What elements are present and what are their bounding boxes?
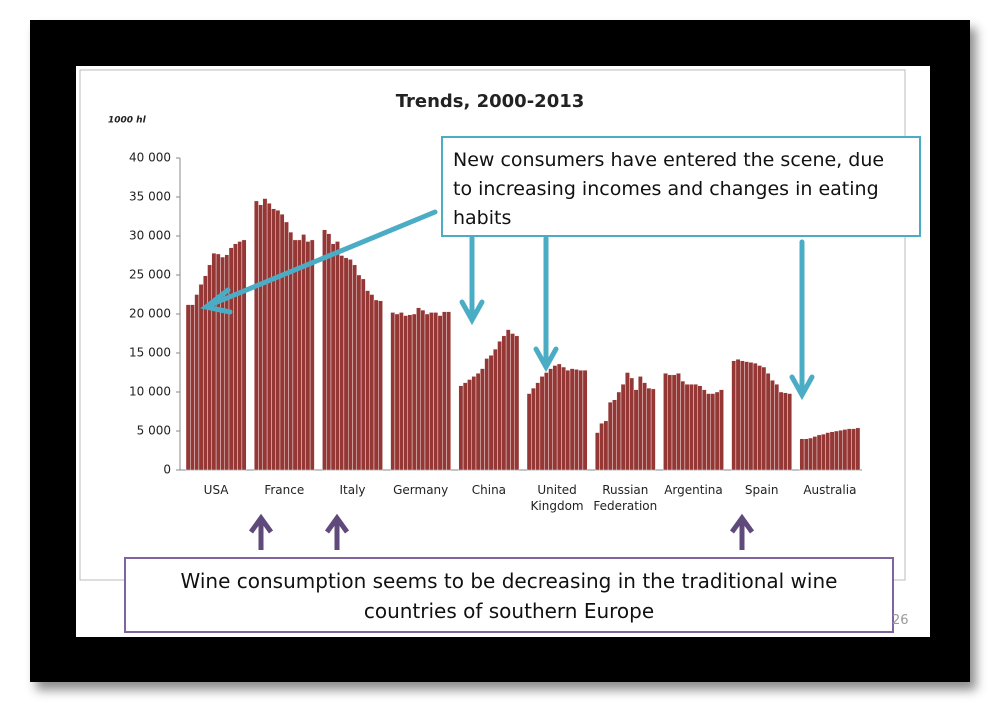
bar	[446, 311, 452, 471]
y-tick-label: 20 000	[129, 307, 171, 321]
y-tick-label: 25 000	[129, 268, 171, 282]
x-tick-label: China	[471, 483, 507, 497]
x-tick-label: United Kingdom	[530, 483, 584, 513]
arrow-head	[729, 513, 755, 534]
arrow-head	[459, 299, 485, 326]
y-tick-label: 30 000	[129, 229, 171, 243]
purple-arrows	[248, 513, 755, 550]
page-number: 26	[892, 613, 909, 628]
y-tick-label: 0	[163, 463, 171, 477]
x-tick-label: Spain	[744, 483, 779, 497]
bar	[241, 239, 247, 471]
callout: New consumers have entered the scene, du…	[441, 136, 921, 237]
bar	[855, 427, 861, 471]
arrow-head	[789, 374, 815, 401]
y-tick-label: 10 000	[129, 385, 171, 399]
bar	[650, 388, 656, 471]
callout: Wine consumption seems to be decreasing …	[124, 557, 894, 633]
y-tick-label: 40 000	[129, 151, 171, 165]
teal-arrows	[200, 209, 815, 401]
y-tick-label: 35 000	[129, 190, 171, 204]
x-tick-label: Russian Federation	[593, 483, 658, 513]
bar	[719, 389, 724, 471]
arrow-head	[200, 287, 233, 315]
x-tick-label: Germany	[393, 483, 449, 497]
bar	[309, 239, 315, 471]
chart-title: Trends, 2000-2013	[396, 91, 585, 112]
bar	[378, 300, 383, 471]
y-unit: 1000 hl	[108, 116, 147, 126]
bar	[582, 369, 588, 471]
x-tick-label: France	[264, 483, 305, 497]
x-tick-label: Italy	[339, 483, 366, 497]
bar	[787, 393, 793, 471]
arrow-head	[324, 513, 350, 534]
arrow-head	[248, 513, 274, 534]
bar	[514, 335, 520, 471]
arrow-head	[533, 346, 559, 373]
y-tick-label: 15 000	[129, 346, 171, 360]
x-tick-label: Australia	[803, 483, 857, 497]
x-tick-label: USA	[203, 483, 229, 497]
arrow	[207, 209, 438, 308]
y-tick-label: 5 000	[137, 424, 171, 438]
x-tick-label: Argentina	[664, 483, 723, 497]
